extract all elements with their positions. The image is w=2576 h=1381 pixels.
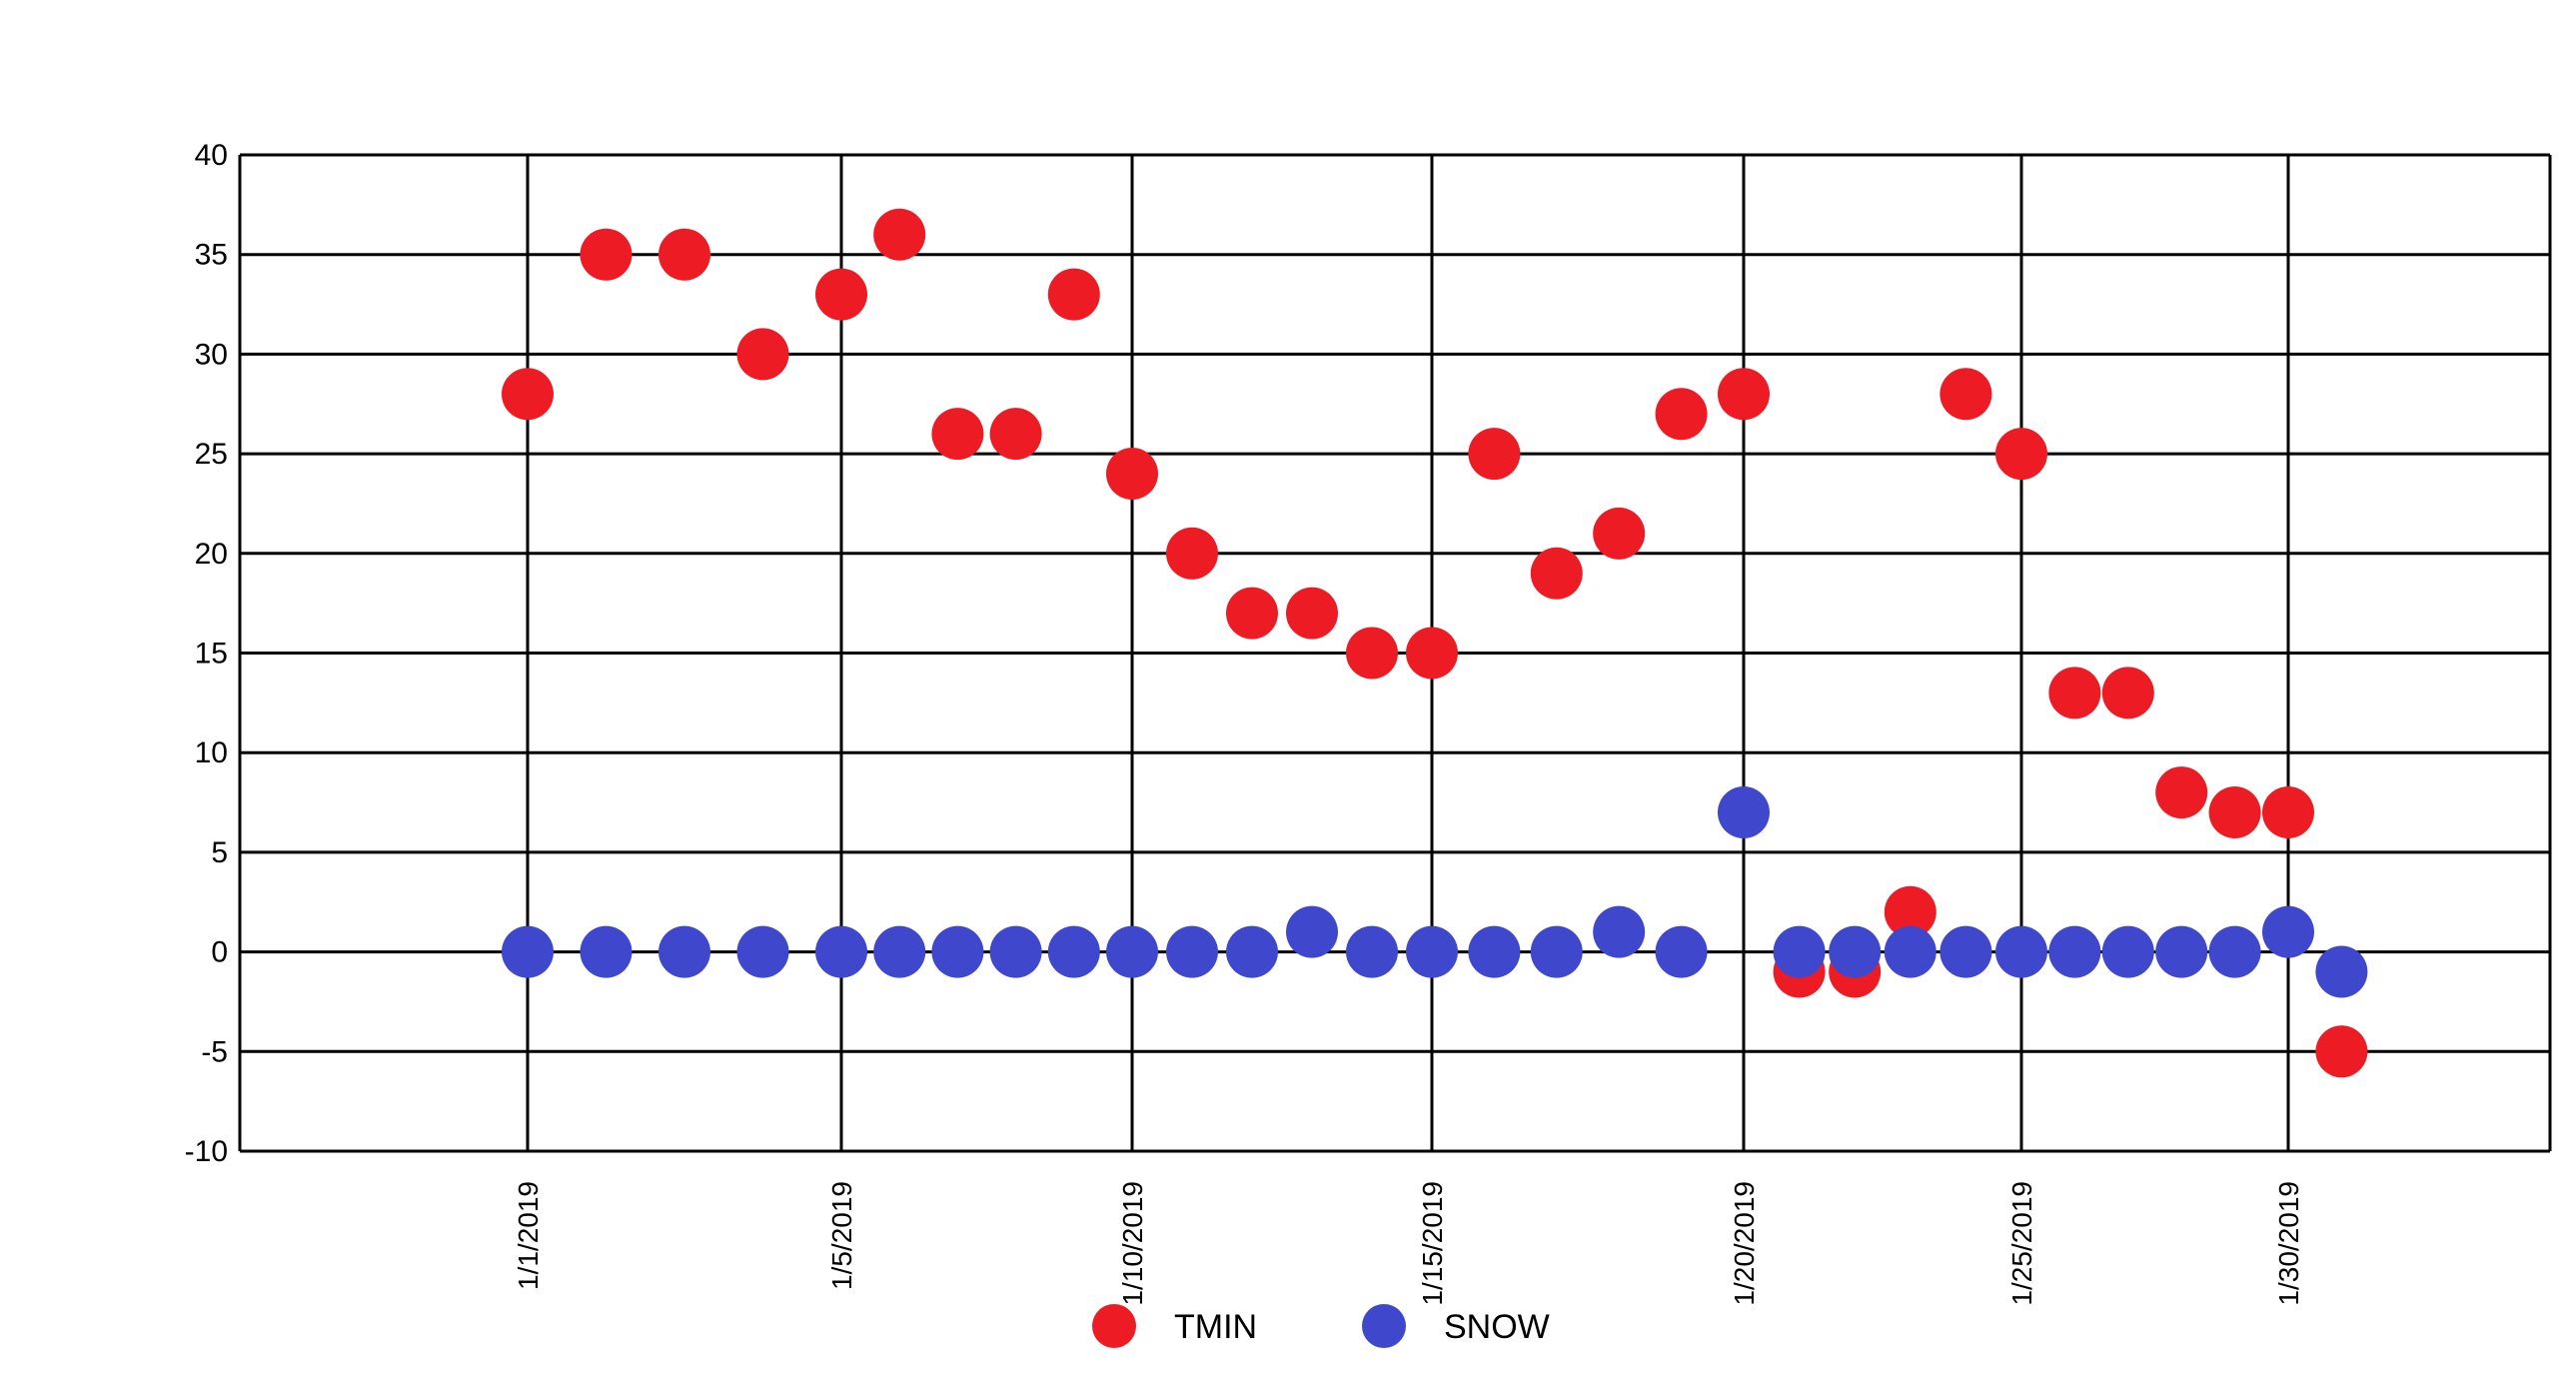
- data-point-snow: [873, 925, 926, 978]
- data-point-tmin: [989, 408, 1042, 461]
- y-tick-label: 10: [195, 736, 228, 769]
- y-tick-label: 40: [195, 139, 228, 172]
- x-tick-label: 1/10/2019: [1117, 1181, 1148, 1306]
- y-tick-label: 5: [211, 836, 228, 869]
- data-point-tmin: [1468, 428, 1521, 481]
- y-axis-ticks: 40 35 30 25 20 15 10 5 0 -5 -10: [185, 139, 228, 1168]
- legend-item-tmin: TMIN: [1092, 1304, 1257, 1348]
- data-point-snow: [989, 925, 1042, 978]
- legend-item-snow: SNOW: [1362, 1304, 1550, 1348]
- data-point-tmin: [2155, 766, 2208, 819]
- data-point-tmin: [502, 368, 554, 421]
- data-point-snow: [1995, 925, 2047, 978]
- data-point-tmin: [1286, 587, 1338, 640]
- data-point-tmin: [1047, 268, 1100, 321]
- x-tick-label: 1/1/2019: [513, 1181, 544, 1290]
- y-tick-label: 25: [195, 438, 228, 471]
- data-point-snow: [2155, 925, 2208, 978]
- data-point-tmin: [1166, 527, 1218, 580]
- data-point-tmin: [2315, 1025, 2368, 1078]
- data-point-snow: [658, 925, 710, 978]
- data-point-snow: [1047, 925, 1100, 978]
- legend-label: TMIN: [1174, 1308, 1257, 1346]
- data-point-snow: [1773, 925, 1826, 978]
- data-point-tmin: [2262, 786, 2314, 839]
- x-tick-label: 1/30/2019: [2273, 1181, 2304, 1306]
- x-tick-label: 1/5/2019: [826, 1181, 857, 1290]
- data-point-tmin: [2048, 667, 2101, 719]
- data-point-snow: [1718, 786, 1770, 839]
- data-point-snow: [815, 925, 867, 978]
- y-tick-label: 15: [195, 638, 228, 671]
- data-point-snow: [1226, 925, 1278, 978]
- data-point-tmin: [1995, 428, 2047, 481]
- x-axis-ticks: 1/1/2019 1/5/2019 1/10/2019 1/15/2019 1/20/2…: [513, 1181, 2304, 1306]
- data-point-snow: [1939, 925, 1992, 978]
- data-point-snow: [2101, 925, 2154, 978]
- data-point-snow: [736, 925, 789, 978]
- data-point-tmin: [736, 328, 789, 381]
- y-tick-label: -5: [201, 1035, 228, 1068]
- series-tmin: [502, 208, 2368, 1078]
- data-point-snow: [1655, 925, 1708, 978]
- data-point-tmin: [815, 268, 867, 321]
- data-point-snow: [1346, 925, 1398, 978]
- data-point-snow: [502, 925, 554, 978]
- data-point-snow: [1406, 925, 1458, 978]
- y-tick-label: -10: [185, 1135, 228, 1168]
- data-point-tmin: [1106, 448, 1158, 501]
- data-point-tmin: [1884, 885, 1936, 938]
- data-point-snow: [1166, 925, 1218, 978]
- data-point-tmin: [1655, 388, 1708, 441]
- data-point-tmin: [658, 228, 710, 281]
- y-tick-label: 35: [195, 239, 228, 272]
- data-point-snow: [931, 925, 984, 978]
- data-point-tmin: [873, 208, 926, 261]
- data-point-snow: [1593, 905, 1646, 958]
- data-point-snow: [1106, 925, 1158, 978]
- data-point-snow: [1884, 925, 1936, 978]
- data-point-tmin: [1226, 587, 1278, 640]
- y-tick-label: 30: [195, 338, 228, 371]
- data-point-tmin: [1346, 627, 1398, 680]
- data-point-tmin: [1530, 547, 1583, 600]
- data-point-snow: [1829, 925, 1882, 978]
- data-point-snow: [2315, 945, 2368, 998]
- x-tick-label: 1/25/2019: [2006, 1181, 2037, 1306]
- legend-marker: [1362, 1304, 1406, 1348]
- x-tick-label: 1/20/2019: [1729, 1181, 1760, 1306]
- legend: TMIN SNOW: [1092, 1304, 1550, 1348]
- data-point-tmin: [931, 408, 984, 461]
- data-point-tmin: [580, 228, 633, 281]
- data-series: [502, 208, 2368, 1078]
- data-point-snow: [2208, 925, 2261, 978]
- data-point-snow: [580, 925, 633, 978]
- series-snow: [502, 786, 2368, 998]
- data-point-snow: [1530, 925, 1583, 978]
- x-tick-label: 1/15/2019: [1417, 1181, 1448, 1306]
- legend-label: SNOW: [1444, 1308, 1550, 1346]
- data-point-snow: [1468, 925, 1521, 978]
- y-tick-label: 0: [211, 936, 228, 969]
- legend-marker: [1092, 1304, 1136, 1348]
- data-point-tmin: [2101, 667, 2154, 719]
- data-point-tmin: [2208, 786, 2261, 839]
- data-point-tmin: [1718, 368, 1770, 421]
- data-point-tmin: [1593, 507, 1646, 560]
- data-point-tmin: [1406, 627, 1458, 680]
- data-point-snow: [1286, 905, 1338, 958]
- data-point-tmin: [1939, 368, 1992, 421]
- y-tick-label: 20: [195, 538, 228, 571]
- data-point-snow: [2262, 905, 2314, 958]
- data-point-snow: [2048, 925, 2101, 978]
